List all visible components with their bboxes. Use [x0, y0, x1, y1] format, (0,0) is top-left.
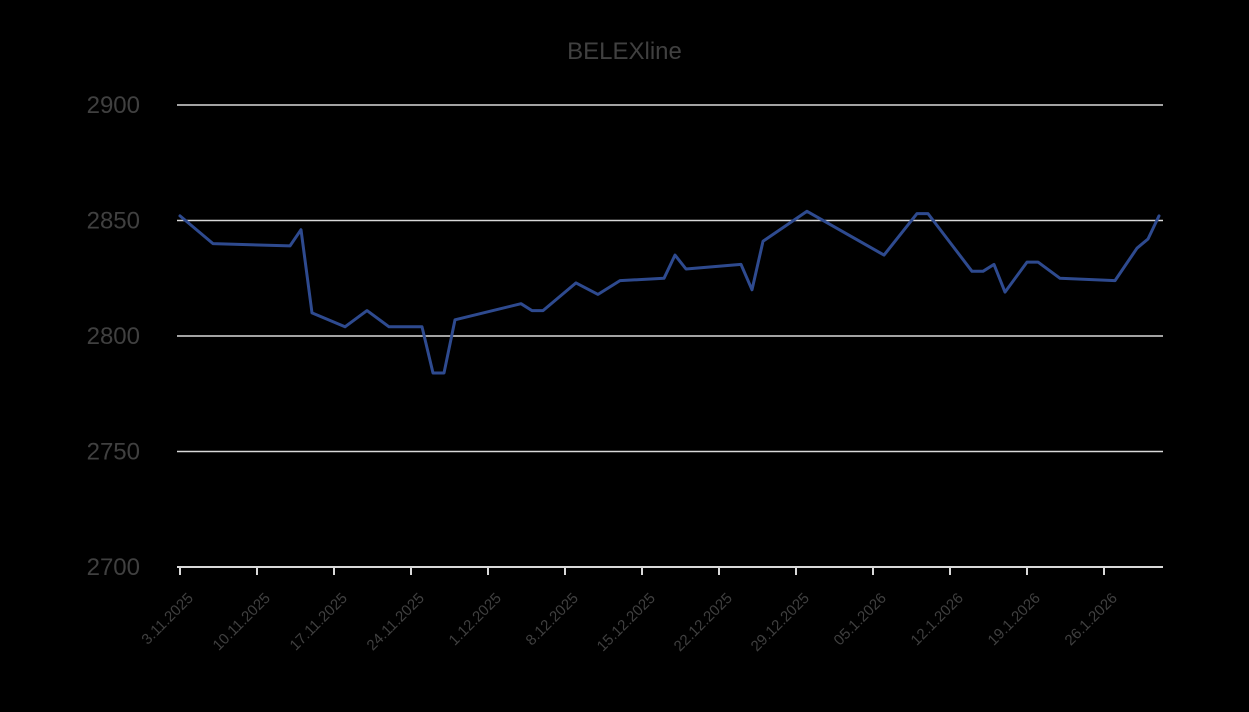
- chart-title: BELEXline: [567, 38, 682, 65]
- x-tick-label: 12.1.2026: [908, 590, 967, 649]
- y-tick-label: 2750: [87, 439, 140, 466]
- x-tick-label: 17.11.2025: [287, 590, 351, 654]
- y-tick-label: 2700: [87, 554, 140, 581]
- x-tick-label: 22.12.2025: [671, 590, 736, 655]
- x-tick-label: 15.12.2025: [594, 590, 659, 655]
- x-tick-label: 05.1.2026: [831, 590, 890, 649]
- x-tick-label: 3.11.2025: [138, 590, 196, 648]
- x-tick-label: 19.1.2026: [985, 590, 1044, 649]
- x-tick-label: 29.12.2025: [748, 590, 813, 655]
- x-tick-label: 10.11.2025: [210, 590, 274, 654]
- x-tick-label: 24.11.2025: [364, 590, 428, 654]
- y-tick-label: 2900: [87, 92, 140, 119]
- x-tick-label: 26.1.2026: [1062, 590, 1121, 649]
- series-line: [178, 209, 1161, 375]
- x-tick-label: 1.12.2025: [446, 590, 505, 649]
- x-tick-label: 8.12.2025: [523, 590, 582, 649]
- y-tick-label: 2850: [87, 208, 140, 235]
- y-tick-label: 2800: [87, 323, 140, 350]
